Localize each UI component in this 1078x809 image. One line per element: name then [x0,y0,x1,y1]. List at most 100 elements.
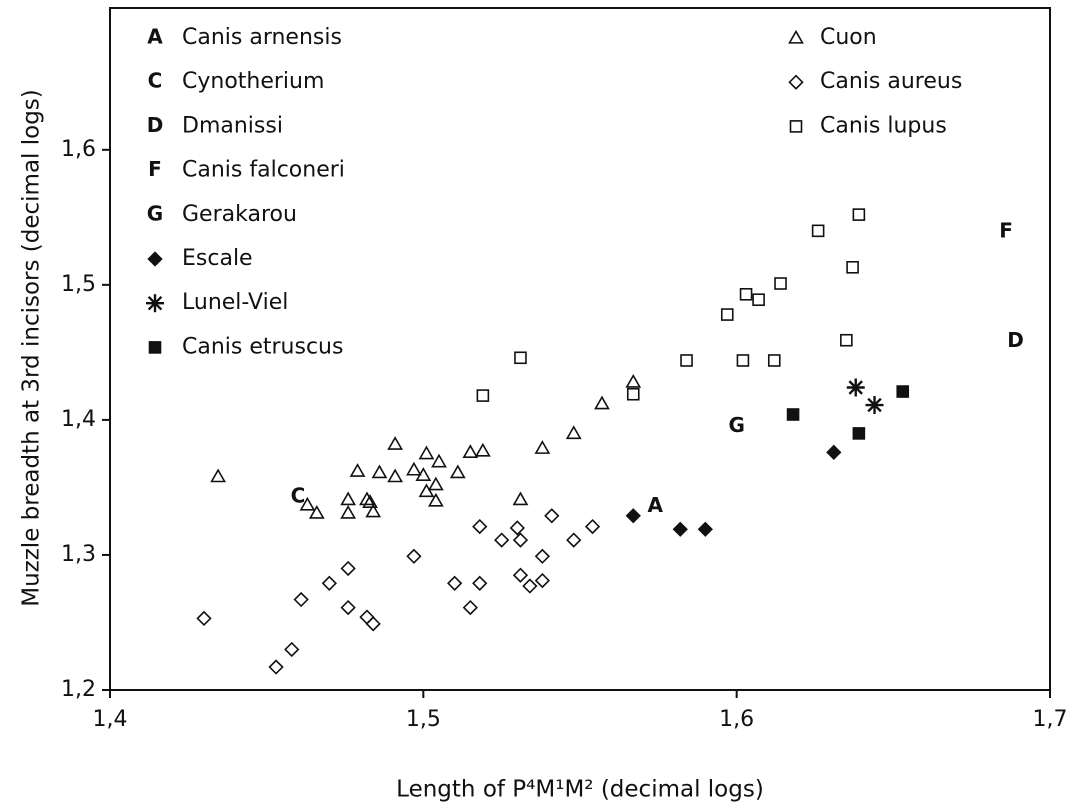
legend-text: Lunel-Viel [182,290,288,315]
triangle-marker [788,29,804,44]
x-tick-label: 1,4 [93,707,128,732]
triangle-marker [299,496,316,511]
square-marker [148,341,162,354]
square-marker [626,387,640,401]
diamond-marker [321,575,337,591]
diamond-marker [406,548,422,564]
legend-text: Escale [182,246,253,271]
y-tick-label: 1,4 [61,407,96,432]
triangle-marker [349,463,366,477]
point-letter: D [1007,328,1024,352]
x-tick-label: 1,7 [1033,707,1068,732]
diamond-marker [788,74,804,90]
triangle-marker [474,442,491,457]
x-axis-label: Length of P⁴M¹M² (decimal logs) [396,777,764,803]
square-marker [767,354,781,367]
diamond-marker [584,518,601,535]
triangle-marker [371,464,388,479]
point-letter: A [647,493,663,517]
diamond-marker [534,572,551,589]
legend-text: Canis arnensis [182,25,342,50]
diamond-marker [544,508,560,524]
x-tick-label: 1,5 [406,707,441,732]
diamond-marker [284,641,300,658]
square-marker [786,408,800,421]
diamond-marker [340,560,356,577]
x-tick-label: 1,6 [719,707,754,732]
triangle-marker [449,464,466,479]
diamond-marker [826,444,842,460]
diamond-marker [672,521,688,537]
triangle-marker [594,395,610,410]
diamond-marker [462,599,478,616]
diamond-marker [512,567,529,583]
point-letter: F [999,219,1013,243]
diamond-marker [512,532,529,548]
diamond-marker [365,616,381,632]
square-marker [752,293,765,307]
square-marker [852,427,866,440]
triangle-marker [308,504,325,519]
y-axis-label: Muzzle breadth at 3rd incisors (decimal … [19,89,45,607]
y-tick-label: 1,2 [61,677,96,702]
diamond-marker [697,521,713,537]
legend-text: Canis aureus [820,69,962,94]
triangle-marker [418,445,435,460]
y-tick-label: 1,6 [61,137,96,162]
triangle-marker [427,492,444,507]
square-marker [846,260,859,274]
triangle-marker [625,373,642,388]
square-marker [896,385,910,398]
triangle-marker [427,476,444,491]
square-marker [840,333,853,347]
triangle-marker [365,503,382,518]
diamond-marker [509,520,525,536]
triangle-marker [387,436,404,450]
diamond-marker [359,609,375,625]
triangle-marker [362,494,378,508]
triangle-marker [359,491,375,506]
diamond-marker [196,610,212,627]
diamond-marker [534,548,551,564]
diamond-marker [472,575,488,591]
square-marker [476,389,490,402]
diamond-marker [625,508,641,524]
legend-letter: A [147,25,163,49]
triangle-marker [565,425,582,440]
plot-frame [109,7,1051,691]
legend-letter: F [148,157,162,181]
diamond-marker [293,591,309,608]
diamond-marker [494,532,510,548]
legend-letter: C [148,69,163,93]
triangle-marker [406,461,422,476]
legend-text: Canis lupus [820,113,947,138]
square-marker [514,351,527,365]
triangle-marker [340,491,357,506]
star-marker [865,396,884,415]
triangle-marker [418,483,435,498]
diamond-marker [447,575,463,591]
triangle-marker [210,468,226,483]
square-marker [720,308,734,321]
legend-text: Gerakarou [182,202,297,227]
triangle-marker [534,440,551,454]
point-letter: G [728,413,744,437]
diamond-marker [522,578,538,594]
square-marker [789,120,803,133]
y-tick-label: 1,3 [61,542,96,567]
legend-text: Canis falconeri [182,158,345,183]
legend-letter: G [147,201,163,225]
diamond-marker [566,532,582,548]
legend-text: Cuon [820,25,877,50]
triangle-marker [512,491,529,506]
diamond-marker [472,518,488,535]
diamond-marker [268,659,284,675]
legend-letter: D [147,113,164,137]
diamond-marker [340,599,356,616]
square-marker [852,208,866,221]
y-tick-label: 1,5 [61,272,96,297]
triangle-marker [431,453,447,468]
square-marker [774,277,787,290]
legend-text: Dmanissi [182,113,283,138]
